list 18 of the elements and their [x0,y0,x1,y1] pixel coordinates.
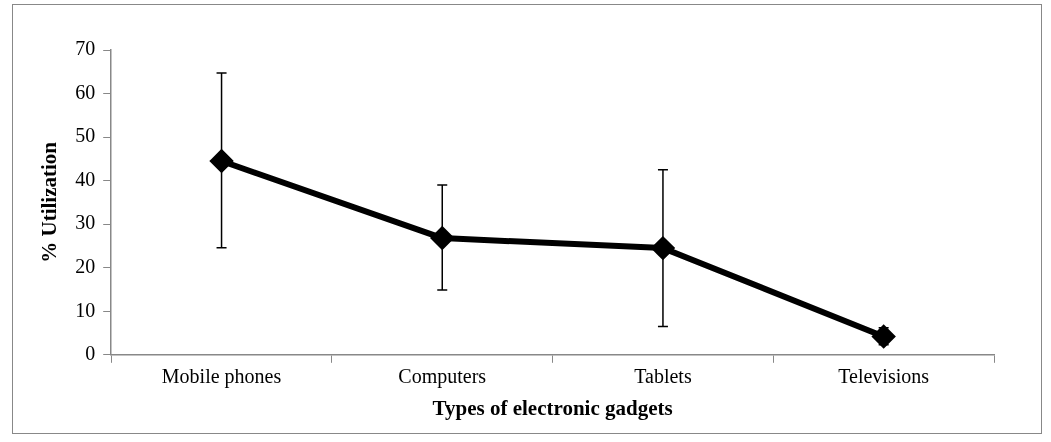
y-tick-label: 20 [75,254,96,277]
point [872,325,895,348]
x-tick-label: Computers [398,365,487,389]
y-tick-label: 0 [85,342,96,365]
y-tick-label: 70 [75,37,96,60]
point [431,227,454,250]
point [210,150,233,173]
y-tick-label: 30 [75,211,96,234]
y-tick-label: 50 [75,124,96,147]
x-tick-label: Tablets [634,365,692,388]
y-tick-label: 40 [75,167,96,190]
y-axis-title: % Utilization [37,141,62,263]
y-tick-label: 60 [75,80,96,103]
x-axis-title: Types of electronic gadgets [432,395,673,420]
point [651,237,674,260]
x-tick-label: Mobile phones [161,365,282,389]
x-tick-label: Televisions [838,365,930,388]
y-tick-label: 10 [75,298,96,321]
